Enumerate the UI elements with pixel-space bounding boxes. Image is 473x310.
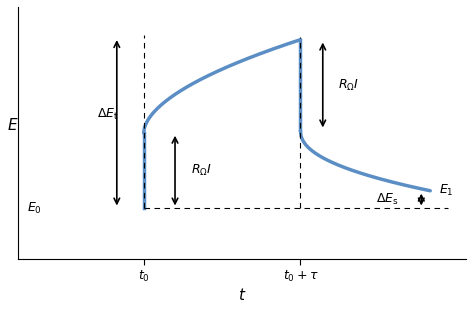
Text: $\Delta E_\mathrm{s}$: $\Delta E_\mathrm{s}$ — [376, 192, 399, 207]
Text: $\Delta E_\mathrm{t}$: $\Delta E_\mathrm{t}$ — [97, 106, 119, 122]
Y-axis label: $E$: $E$ — [7, 117, 18, 133]
X-axis label: $t$: $t$ — [238, 287, 246, 303]
Text: $E_0$: $E_0$ — [27, 201, 42, 216]
Text: $E_1$: $E_1$ — [439, 183, 454, 198]
Text: $R_\Omega I$: $R_\Omega I$ — [191, 163, 212, 178]
Text: $R_\Omega I$: $R_\Omega I$ — [339, 78, 359, 93]
